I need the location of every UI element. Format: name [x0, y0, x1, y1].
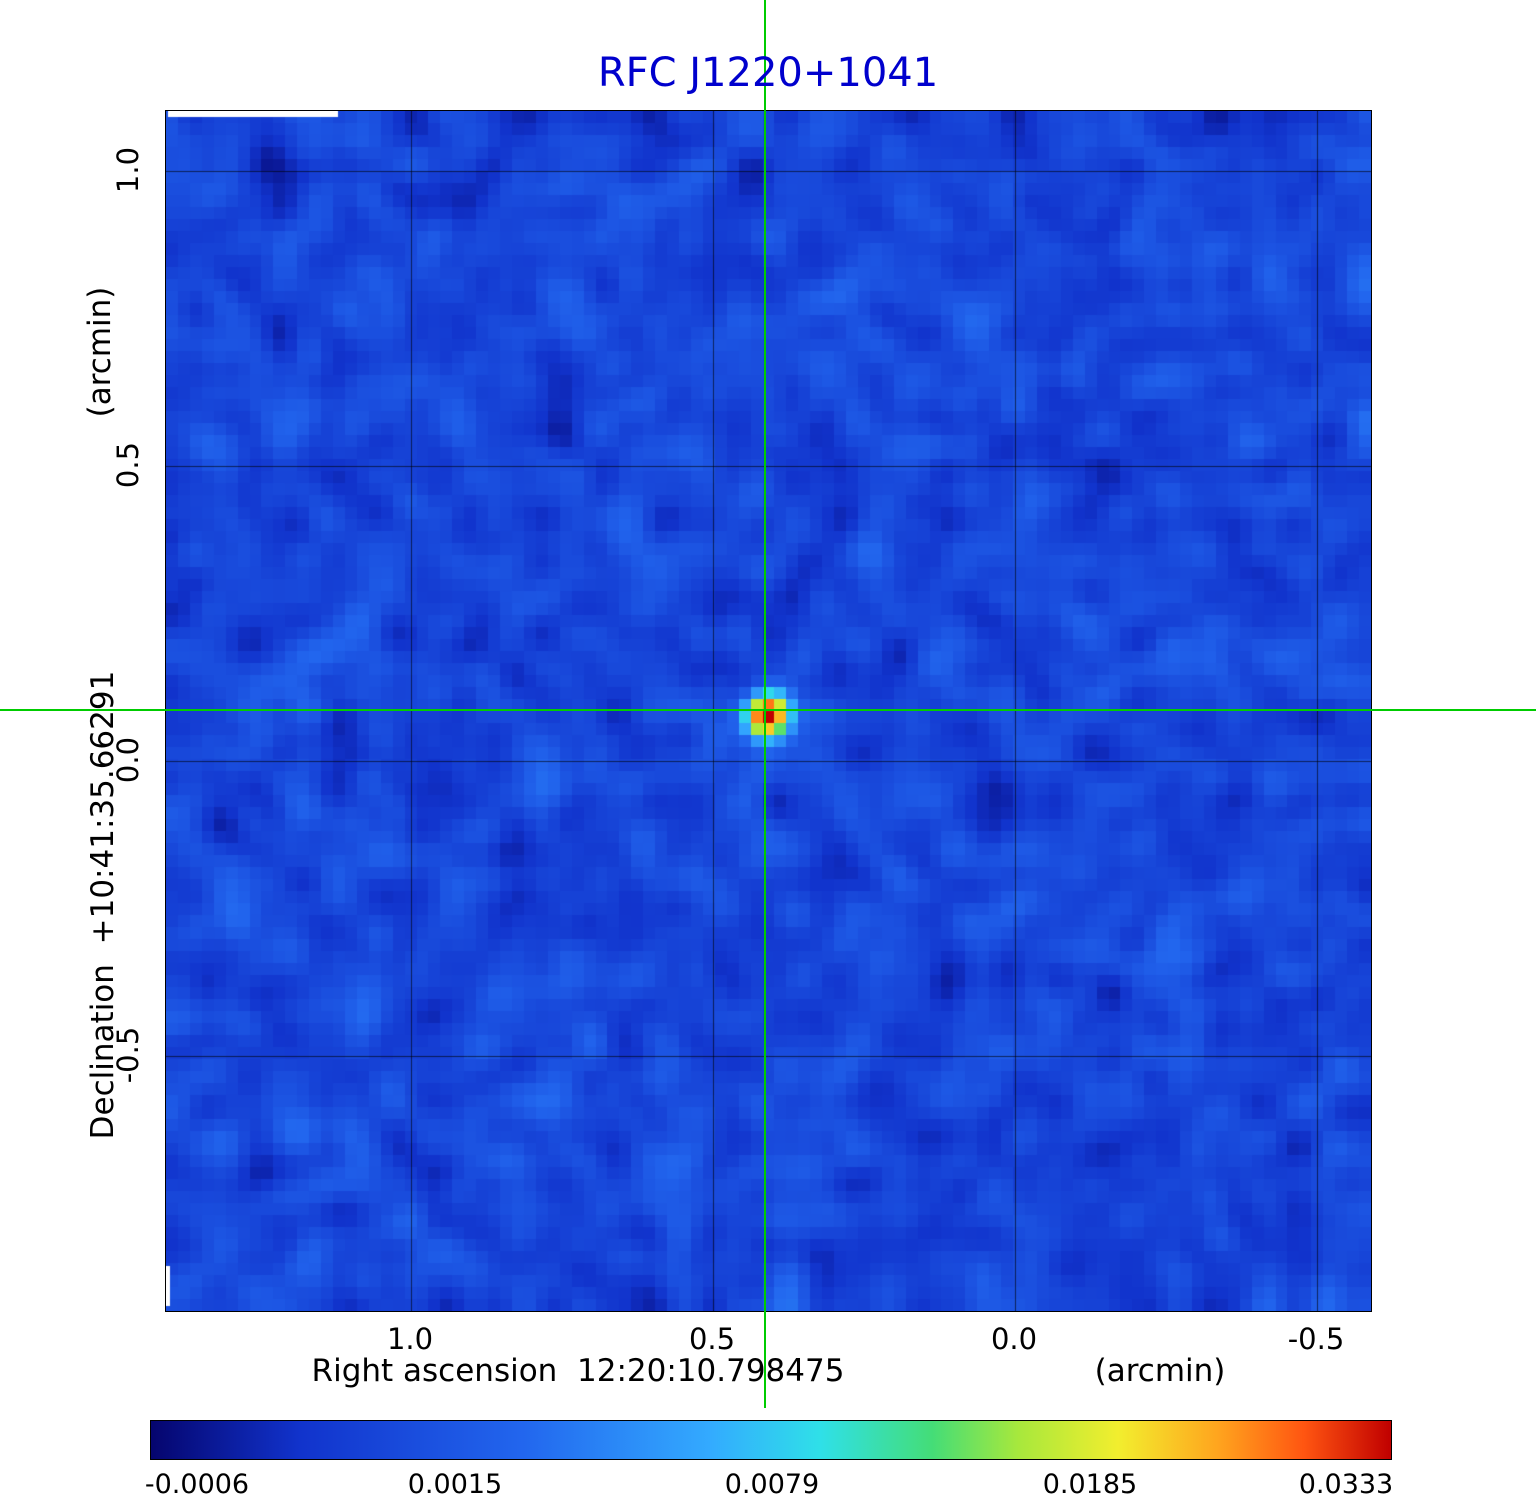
y-axis-label: Declination +10:41:35.66291 [85, 670, 121, 1140]
plot-frame [165, 110, 1372, 1312]
colorbar-tick-4: 0.0185 [1042, 1469, 1138, 1500]
y-tick-0.5: 0.5 [111, 441, 145, 489]
crosshair-horizontal-line [0, 709, 1536, 711]
y-tick-1.0: 1.0 [111, 146, 145, 194]
colorbar-tick-5: 0.0333 [1298, 1469, 1394, 1500]
crosshair-vertical-line [764, 0, 766, 1408]
y-axis-unit: (arcmin) [82, 286, 118, 418]
colorbar-tick-2: 0.0015 [407, 1469, 503, 1500]
x-tick-0.0: 0.0 [990, 1322, 1038, 1356]
colorbar-tick-1: -0.0006 [144, 1469, 250, 1500]
page-title: RFC J1220+1041 [597, 50, 939, 96]
sky-image [166, 111, 1371, 1311]
colorbar-gradient [151, 1421, 1391, 1459]
x-tick-0.5: 0.5 [688, 1322, 736, 1356]
x-tick-1.0: 1.0 [386, 1322, 434, 1356]
colorbar-tick-3: 0.0079 [724, 1469, 820, 1500]
x-tick--0.5: -0.5 [1287, 1322, 1345, 1356]
colorbar [150, 1420, 1392, 1460]
x-axis-label: Right ascension 12:20:10.798475 [311, 1353, 845, 1389]
x-axis-unit: (arcmin) [1094, 1353, 1226, 1389]
